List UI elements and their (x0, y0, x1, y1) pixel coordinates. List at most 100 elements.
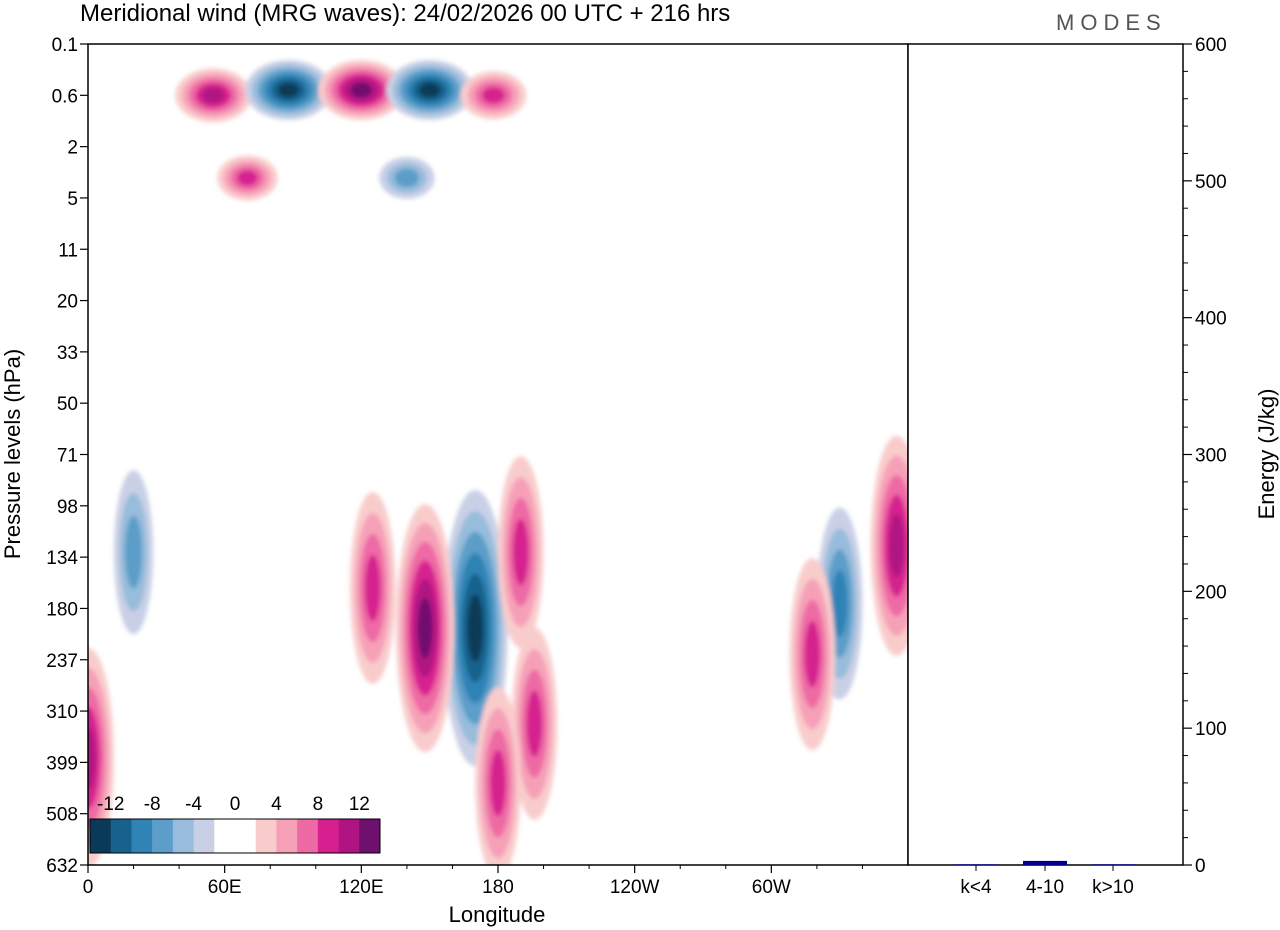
wind-contour (88, 726, 96, 790)
colorbar-label: 0 (230, 794, 241, 815)
x-tick-label: 60E (208, 877, 242, 898)
y-tick-label: 98 (57, 497, 78, 518)
wind-contour (394, 168, 420, 188)
energy-tick-label: 300 (1195, 446, 1227, 467)
heatmap-plot (88, 44, 908, 865)
colorbar-swatch (214, 819, 236, 853)
x-axis-title: Longitude (449, 902, 546, 927)
y-tick-label: 180 (46, 599, 78, 620)
energy-tick-label: 500 (1195, 172, 1227, 193)
colorbar-swatch (297, 819, 319, 853)
wind-contour (526, 690, 543, 758)
energy-tick-label: 200 (1195, 582, 1227, 603)
y-axis-title: Pressure levels (hPa) (0, 349, 25, 559)
colorbar-label: -12 (97, 794, 124, 815)
wind-feature (386, 60, 473, 121)
wind-contour (418, 598, 433, 659)
colorbar-swatch (276, 819, 298, 853)
colorbar-swatch (90, 819, 112, 853)
wind-feature (113, 470, 154, 635)
wind-feature (349, 491, 396, 684)
y-tick-label: 0.1 (52, 35, 78, 56)
energy-bar (1023, 860, 1067, 865)
energy-bars (954, 860, 1135, 866)
wind-feature (88, 647, 114, 865)
chart-title: Meridional wind (MRG waves): 24/02/2026 … (80, 0, 731, 27)
y-tick-label: 11 (58, 240, 78, 261)
colorbar-swatch (152, 819, 174, 853)
x-tick-label: 120E (339, 877, 383, 898)
wind-contour (831, 570, 848, 637)
y-tick-label: 5 (67, 189, 78, 210)
colorbar-swatch (359, 819, 381, 853)
y-tick-label: 20 (57, 292, 78, 313)
colorbar-label: -4 (185, 794, 202, 815)
y-tick-label: 237 (46, 651, 78, 672)
y-tick-label: 632 (46, 856, 78, 877)
wind-feature (395, 504, 455, 753)
wind-feature (460, 71, 527, 120)
wind-contour (889, 514, 905, 578)
wind-contour (467, 594, 484, 662)
x-tick-label: 120W (610, 877, 660, 898)
energy-tick-label: 600 (1195, 35, 1227, 56)
y-tick-label: 50 (57, 394, 78, 415)
wind-feature (318, 60, 405, 121)
wind-feature (475, 687, 521, 865)
colorbar-swatch (338, 819, 360, 853)
wind-feature (245, 60, 332, 121)
wind-feature (789, 558, 836, 751)
x-tick-label: 180 (482, 877, 514, 898)
colorbar-label: 12 (349, 794, 370, 815)
wind-contour (364, 554, 381, 622)
modes-logo: MODES (1056, 10, 1167, 35)
bar-category-label: 4-10 (1026, 877, 1064, 898)
wind-contour (482, 86, 505, 104)
colorbar-frame (89, 818, 381, 854)
wind-feature (175, 68, 252, 123)
wind-contour (236, 170, 258, 186)
energy-tick-label: 400 (1195, 309, 1227, 330)
wind-contour (277, 82, 299, 98)
y-tick-label: 33 (57, 343, 78, 364)
colorbar-label: 8 (313, 794, 324, 815)
energy-tick-label: 100 (1195, 719, 1227, 740)
colorbar-label: -8 (144, 794, 161, 815)
wind-feature (217, 155, 278, 201)
bar-category-label: k<4 (960, 877, 992, 898)
colorbar-swatch (110, 819, 132, 853)
wind-contour (419, 82, 441, 98)
wind-feature (442, 490, 508, 767)
colorbar-swatch (235, 819, 257, 853)
y-tick-label: 134 (46, 548, 78, 569)
wind-feature (497, 456, 544, 649)
y-tick-label: 508 (46, 805, 78, 826)
y-tick-label: 310 (46, 702, 78, 723)
colorbar-swatch (255, 819, 277, 853)
colorbar: -12 -8 -4 0 4 8 12 (89, 794, 381, 854)
y-tick-label: 2 (67, 138, 78, 159)
wind-contour (804, 620, 821, 688)
y-tick-label: 399 (46, 753, 78, 774)
energy-bar (954, 864, 998, 866)
colorbar-label: 4 (271, 794, 282, 815)
colorbar-swatch (193, 819, 215, 853)
wind-contour (124, 515, 143, 589)
wind-feature (511, 627, 558, 820)
x-tick-label: 0 (83, 877, 94, 898)
wind-feature (379, 156, 435, 199)
y-tick-label: 71 (57, 446, 78, 467)
energy-panel (907, 43, 1184, 866)
wind-contour (350, 82, 372, 98)
wind-feature (870, 435, 908, 656)
wind-contour (490, 749, 506, 817)
colorbar-swatch (131, 819, 153, 853)
x-tick-label: 60W (752, 877, 791, 898)
energy-bar (1091, 864, 1135, 866)
colorbar-swatch (172, 819, 194, 853)
wind-contour (512, 518, 529, 586)
y-tick-label: 0.6 (52, 86, 78, 107)
colorbar-swatch (317, 819, 339, 853)
energy-axis-title: Energy (J/kg) (1254, 389, 1279, 520)
